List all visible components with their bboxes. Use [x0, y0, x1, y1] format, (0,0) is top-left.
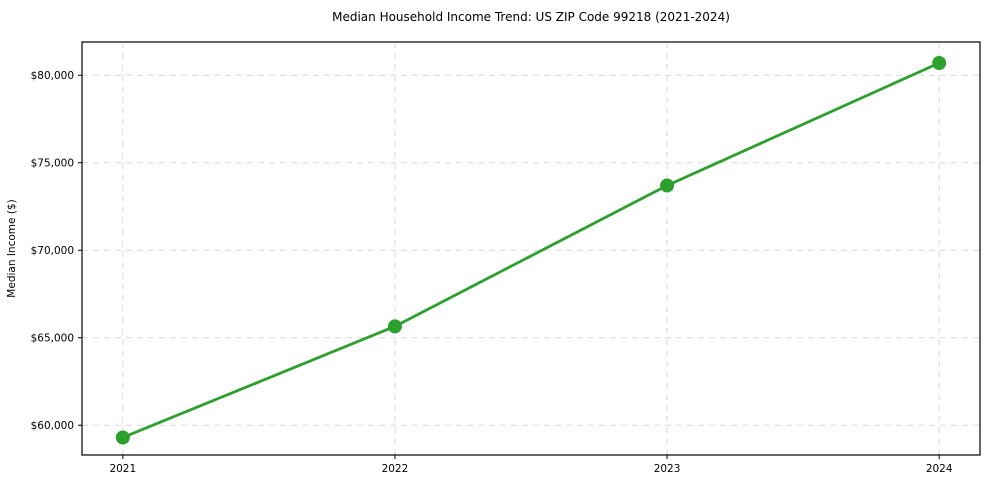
- y-tick-label: $70,000: [31, 245, 74, 257]
- chart-layer: 2021 2022 2023 2024 $60,000 $65,000 $70,000 $75…: [31, 41, 981, 475]
- y-axis-label: Median Income ($): [6, 199, 18, 297]
- y-tick-label: $65,000: [31, 332, 74, 344]
- data-point-2024: [932, 56, 947, 70]
- y-tick-label: $60,000: [31, 420, 74, 432]
- y-tick-label: $80,000: [31, 70, 74, 82]
- chart-title: Median Household Income Trend: US ZIP Co…: [332, 10, 730, 24]
- trend-line: [121, 61, 941, 439]
- plot-spines: [81, 41, 981, 456]
- x-tick-label: 2021: [109, 463, 136, 475]
- y-tick-label: $75,000: [31, 157, 74, 169]
- data-point-2023: [660, 178, 675, 193]
- data-point-2021: [115, 430, 130, 445]
- x-tick-label: 2022: [382, 463, 409, 475]
- x-tick-label: 2023: [654, 463, 681, 475]
- x-tick-label: 2024: [926, 463, 953, 475]
- data-point-2022: [387, 319, 402, 334]
